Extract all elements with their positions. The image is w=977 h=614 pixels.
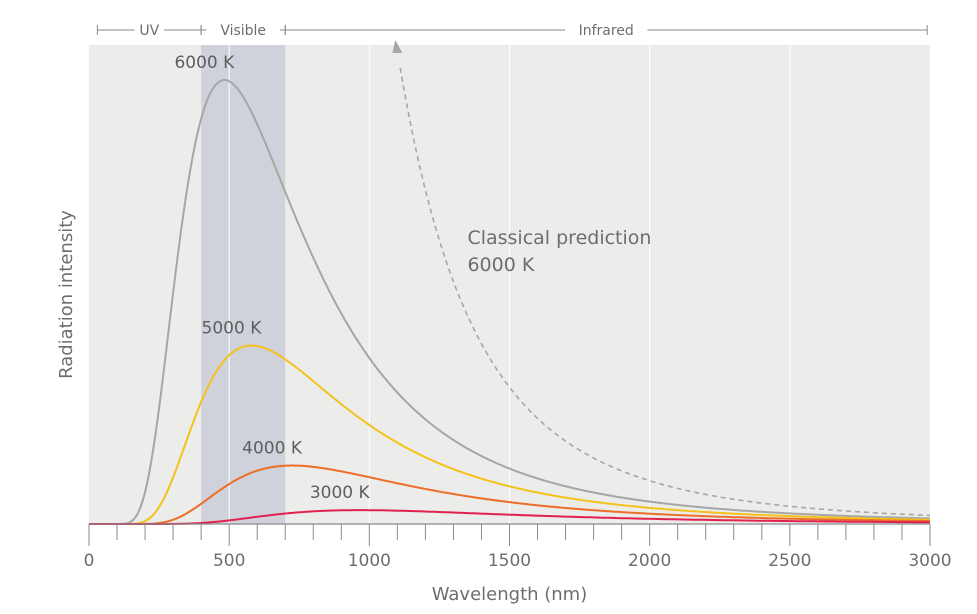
x-tick-label-1000: 1000: [348, 551, 391, 571]
x-tick-label-1500: 1500: [488, 551, 531, 571]
x-axis: 0 500 1000 1500 2000 2500 3000: [84, 523, 952, 571]
band-label-uv: UV: [139, 23, 159, 39]
curve-5000k: [89, 344, 931, 525]
curves: [89, 40, 931, 525]
curve-3000k: [89, 509, 930, 525]
curve-label-3000k: 3000 K: [310, 483, 371, 503]
annotation-line-2: 6000 K: [467, 254, 534, 276]
curve-label-5000k: 5000 K: [202, 319, 263, 339]
grid-lines: [228, 45, 791, 524]
curve-label-4000k: 4000 K: [242, 439, 303, 459]
y-axis-title: Radiation intensity: [56, 210, 77, 379]
curve-4000k: [89, 464, 931, 525]
band-label-infrared: Infrared: [579, 23, 634, 39]
annotation-line-1: Classical prediction: [467, 227, 651, 249]
curve-label-6000k: 6000 K: [174, 53, 235, 73]
x-tick-label-3000: 3000: [908, 551, 951, 571]
x-tick-label-0: 0: [84, 551, 95, 571]
spectrum-band-bar: UV Visible Infrared: [96, 23, 928, 39]
x-tick-label-2500: 2500: [768, 551, 811, 571]
classical-arrowhead: [392, 40, 403, 54]
visible-band-shading: [201, 45, 286, 524]
classical-annotation: Classical prediction 6000 K: [467, 227, 651, 276]
x-tick-label-500: 500: [213, 551, 245, 571]
curve-labels: 6000 K 5000 K 4000 K 3000 K: [174, 53, 370, 503]
curve-classical-prediction: [399, 67, 931, 517]
band-label-visible: Visible: [220, 23, 266, 39]
curve-6000k: [89, 79, 930, 525]
x-tick-label-2000: 2000: [628, 551, 671, 571]
x-axis-title: Wavelength (nm): [432, 584, 588, 605]
